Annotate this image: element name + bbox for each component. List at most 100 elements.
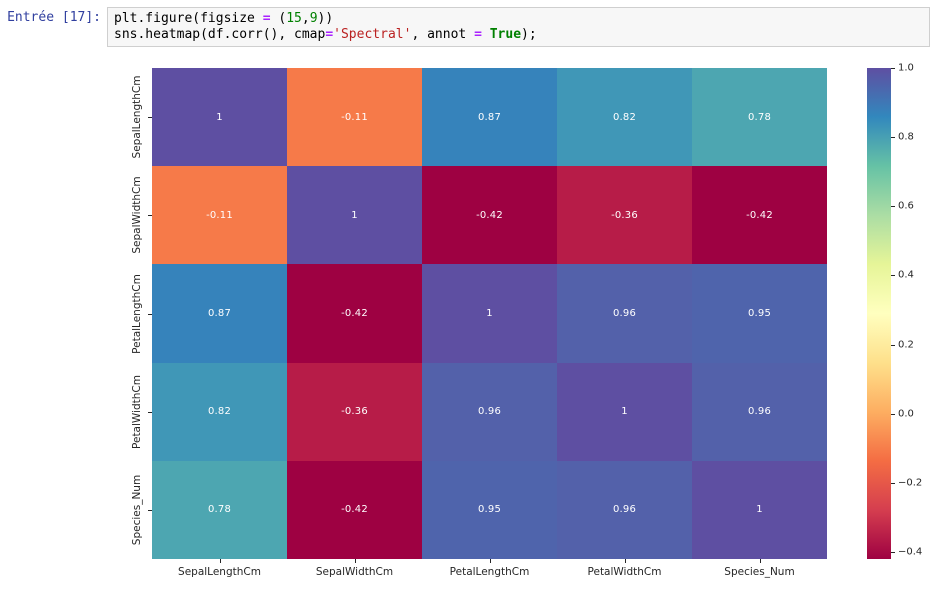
- heatmap-cell: -0.11: [152, 166, 287, 265]
- code-token: sns.heatmap(df.corr(), cmap: [114, 27, 326, 42]
- heatmap-cell-value: 0.87: [477, 111, 502, 123]
- code-cell-editor[interactable]: plt.figure(figsize = (15,9)) sns.heatmap(…: [107, 7, 930, 47]
- y-tick-mark: [148, 509, 152, 511]
- heatmap-cell: 0.82: [152, 362, 287, 461]
- colorbar-tick-label: 0.4: [898, 269, 914, 281]
- heatmap-cell: 1: [152, 68, 287, 167]
- heatmap-cell-value: 0.78: [207, 504, 232, 516]
- heatmap-cell-value: 1: [216, 111, 223, 123]
- y-tick-mark: [148, 313, 152, 315]
- heatmap-plot: 1 -0.11 0.87 0.82 0.78 -0.11 1 -0.42 -0.36 -0.42 0…: [152, 68, 827, 559]
- colorbar-tick-mark: [891, 275, 895, 277]
- y-tick-label: SepalLengthCm: [131, 75, 143, 159]
- x-tick-mark: [624, 559, 626, 563]
- heatmap-cell-value: 0.78: [747, 111, 772, 123]
- code-line[interactable]: sns.heatmap(df.corr(), cmap='Spectral', …: [114, 27, 923, 43]
- colorbar-tick-label: 0.8: [898, 131, 914, 143]
- heatmap-cell-value: -0.11: [341, 111, 368, 123]
- code-token: (: [270, 11, 287, 26]
- heatmap-cell: 1: [422, 264, 557, 363]
- y-tick-label: Species_Num: [131, 474, 143, 546]
- heatmap-cell-value: 0.95: [747, 307, 772, 319]
- colorbar-tick-label: −0.4: [898, 546, 923, 558]
- heatmap-cell-value: -0.36: [341, 406, 368, 418]
- code-token: =: [325, 27, 334, 42]
- code-token: 9: [309, 11, 318, 26]
- colorbar-tick-mark: [891, 344, 895, 346]
- heatmap-cell-value: 0.82: [612, 111, 637, 123]
- heatmap-cell-value: 1: [756, 504, 763, 516]
- heatmap-cell: -0.42: [287, 460, 422, 559]
- heatmap-cell-value: 1: [486, 307, 493, 319]
- heatmap-cell: 0.96: [422, 362, 557, 461]
- heatmap-cell: 1: [692, 460, 827, 559]
- heatmap-cell: 0.96: [692, 362, 827, 461]
- code-token: );: [521, 27, 537, 42]
- code-token: 'Spectral': [333, 27, 412, 42]
- heatmap-cell-value: -0.42: [476, 209, 503, 221]
- heatmap-cell: 0.78: [152, 460, 287, 559]
- y-tick-label: PetalWidthCm: [131, 374, 143, 449]
- code-token: ,: [301, 11, 310, 26]
- code-line[interactable]: plt.figure(figsize = (15,9)): [114, 11, 923, 27]
- heatmap-cell-value: 0.96: [747, 406, 772, 418]
- heatmap-cell: 0.78: [692, 68, 827, 167]
- colorbar-tick-label: 0.6: [898, 200, 914, 212]
- heatmap-cell: 1: [287, 166, 422, 265]
- code-token: plt.figure(figsize: [114, 11, 263, 26]
- y-tick-mark: [148, 215, 152, 217]
- colorbar-tick-label: 0.0: [898, 408, 914, 420]
- heatmap-cell-value: -0.42: [341, 307, 368, 319]
- colorbar-tick-mark: [891, 68, 895, 69]
- heatmap-cell-value: 0.96: [477, 406, 502, 418]
- heatmap-cell-value: -0.11: [206, 209, 233, 221]
- heatmap-cell: -0.42: [287, 264, 422, 363]
- heatmap-cell-value: 1: [621, 406, 628, 418]
- colorbar-tick-label: 0.2: [898, 339, 914, 351]
- code-token: =: [474, 27, 482, 42]
- heatmap-cell: -0.36: [557, 166, 692, 265]
- heatmap-cell-value: 0.96: [612, 504, 637, 516]
- colorbar-tick-mark: [891, 206, 895, 208]
- heatmap-cell: 0.95: [422, 460, 557, 559]
- y-tick-mark: [148, 117, 152, 119]
- y-tick-mark: [148, 411, 152, 413]
- code-token: True: [489, 27, 522, 42]
- colorbar-tick-label: 1.0: [898, 62, 914, 74]
- heatmap-cell: -0.42: [692, 166, 827, 265]
- x-tick-mark: [354, 559, 356, 563]
- input-prompt: Entrée [17]:: [7, 10, 101, 25]
- colorbar-tick-mark: [891, 413, 895, 415]
- colorbar-tick-mark: [891, 137, 895, 139]
- colorbar-tick-mark: [891, 552, 895, 554]
- colorbar-tick-mark: [891, 482, 895, 484]
- x-tick-mark: [219, 559, 221, 563]
- code-token: 15: [286, 11, 302, 26]
- x-tick-label: Species_Num: [724, 566, 795, 578]
- code-token: =: [262, 11, 271, 26]
- x-tick-mark: [759, 559, 761, 563]
- y-tick-label: PetalLengthCm: [131, 273, 143, 354]
- x-tick-mark: [489, 559, 491, 563]
- code-content[interactable]: plt.figure(figsize = (15,9)) sns.heatmap(…: [114, 11, 923, 43]
- heatmap-cell: 0.96: [557, 264, 692, 363]
- heatmap-cell-value: 0.96: [612, 307, 637, 319]
- heatmap-cell-value: -0.36: [611, 209, 638, 221]
- heatmap-cell: -0.42: [422, 166, 557, 265]
- code-token: )): [317, 11, 334, 26]
- heatmap-cell: 0.87: [152, 264, 287, 363]
- heatmap-cell-value: 0.87: [207, 307, 232, 319]
- heatmap-cell-value: 0.95: [477, 504, 502, 516]
- heatmap-cell: 0.95: [692, 264, 827, 363]
- heatmap-cell: -0.11: [287, 68, 422, 167]
- heatmap-cell-value: 0.82: [207, 406, 232, 418]
- x-tick-label: SepalWidthCm: [315, 566, 394, 578]
- heatmap-cell: 1: [557, 362, 692, 461]
- heatmap-cell: 0.82: [557, 68, 692, 167]
- x-tick-label: PetalWidthCm: [587, 566, 662, 578]
- heatmap-cell-value: -0.42: [746, 209, 773, 221]
- heatmap-cell-value: -0.42: [341, 504, 368, 516]
- x-tick-label: PetalLengthCm: [449, 566, 530, 578]
